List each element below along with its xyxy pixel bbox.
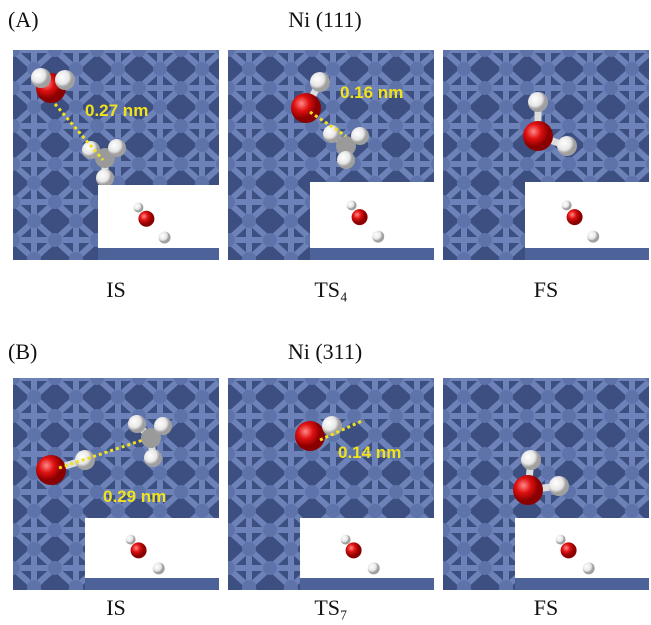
figure: (A) Ni (111) 0.27 nm IS 0.16 nm TS₄ FS (B) Ni (3… xyxy=(0,0,651,625)
side-hydrogen xyxy=(133,203,143,213)
oxygen xyxy=(523,121,553,151)
side-oxygen xyxy=(131,542,147,558)
distance-label: 0.16 nm xyxy=(340,83,403,102)
side-oxygen xyxy=(138,211,154,227)
state-label: IS xyxy=(106,277,126,302)
structure-image xyxy=(443,50,649,260)
hydrogen xyxy=(144,449,162,467)
side-hydrogen xyxy=(368,562,380,574)
oxygen xyxy=(291,93,321,123)
side-surface xyxy=(515,578,649,590)
hydrogen xyxy=(128,415,146,433)
structure-image: 0.29 nm xyxy=(13,378,219,590)
side-hydrogen xyxy=(583,562,595,574)
side-oxygen xyxy=(352,209,368,225)
side-oxygen xyxy=(561,542,577,558)
state-label: TS₄ xyxy=(314,277,347,302)
side-surface xyxy=(525,248,649,260)
structure-image: 0.14 nm xyxy=(228,378,434,590)
side-hydrogen xyxy=(159,232,171,244)
hydrogen xyxy=(323,125,341,143)
structure-image: 0.16 nm xyxy=(228,50,434,260)
hydrogen xyxy=(75,450,95,470)
state-label: TS₇ xyxy=(314,595,347,620)
hydrogen xyxy=(549,476,569,496)
side-surface xyxy=(98,248,219,260)
hydrogen xyxy=(55,70,75,90)
distance-label: 0.14 nm xyxy=(338,443,401,462)
structure-image: 0.27 nm xyxy=(13,50,219,260)
side-hydrogen xyxy=(556,535,566,545)
hydrogen xyxy=(82,141,100,159)
side-oxygen xyxy=(346,542,362,558)
side-hydrogen xyxy=(587,231,599,243)
hydrogen xyxy=(521,450,541,470)
side-hydrogen xyxy=(372,231,384,243)
side-surface xyxy=(85,578,219,590)
hydrogen xyxy=(528,92,548,112)
hydrogen xyxy=(557,136,577,156)
side-hydrogen xyxy=(341,535,351,545)
hydrogen xyxy=(31,68,51,88)
hydrogen xyxy=(108,139,126,157)
panel-letter: (B) xyxy=(8,339,37,364)
side-surface xyxy=(310,248,434,260)
state-label: FS xyxy=(534,277,558,302)
hydrogen xyxy=(337,151,355,169)
oxygen xyxy=(295,421,325,451)
hydrogen xyxy=(351,127,369,145)
side-hydrogen xyxy=(347,200,357,210)
oxygen xyxy=(513,475,543,505)
side-hydrogen xyxy=(126,535,136,545)
distance-label: 0.27 nm xyxy=(85,101,148,120)
structure-image xyxy=(443,378,649,590)
distance-label: 0.29 nm xyxy=(103,487,166,506)
side-hydrogen xyxy=(562,200,572,210)
hydrogen xyxy=(310,72,330,92)
side-hydrogen xyxy=(153,562,165,574)
state-label: IS xyxy=(106,595,126,620)
hydrogen xyxy=(96,169,114,187)
hydrogen xyxy=(154,417,172,435)
side-surface xyxy=(300,578,434,590)
panel-letter: (A) xyxy=(8,7,39,32)
state-label: FS xyxy=(534,595,558,620)
oxygen xyxy=(36,455,66,485)
side-oxygen xyxy=(567,209,583,225)
panel-title: Ni (111) xyxy=(288,7,362,32)
panel-title: Ni (311) xyxy=(288,339,362,364)
